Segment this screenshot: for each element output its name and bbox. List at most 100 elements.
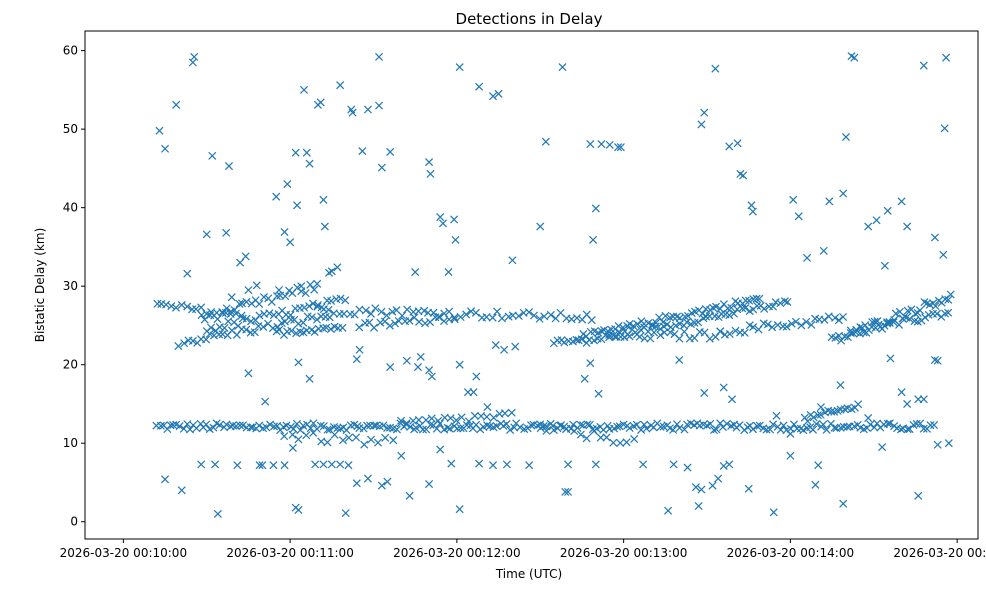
data-point — [749, 322, 758, 332]
data-point — [456, 312, 465, 322]
data-point — [944, 295, 953, 304]
data-point — [861, 321, 870, 330]
data-point — [930, 420, 939, 430]
data-point — [883, 206, 892, 215]
data-point — [797, 321, 806, 330]
data-point — [421, 319, 430, 328]
data-point — [235, 421, 244, 430]
data-point — [227, 293, 236, 302]
data-point — [371, 304, 380, 313]
data-point — [642, 424, 651, 433]
data-point — [215, 420, 224, 429]
data-point — [259, 322, 268, 332]
data-point — [436, 445, 445, 454]
data-point — [434, 416, 443, 425]
data-point — [427, 414, 436, 423]
data-point — [302, 148, 311, 157]
data-point — [177, 486, 186, 495]
data-point — [763, 320, 772, 329]
data-point — [883, 419, 892, 428]
x-tick-label: 2026-03-20 00:13:00 — [560, 546, 687, 560]
data-point — [694, 501, 703, 511]
data-point — [402, 356, 411, 365]
data-point — [776, 299, 785, 308]
x-tick-label: 2026-03-20 00:12:00 — [393, 546, 520, 560]
data-point — [450, 315, 459, 324]
data-point — [341, 296, 350, 305]
data-point — [859, 328, 868, 337]
data-point — [540, 312, 549, 321]
data-point — [255, 311, 264, 320]
data-point — [294, 358, 303, 367]
data-point — [691, 483, 700, 492]
data-point — [305, 159, 314, 168]
data-point — [511, 342, 520, 351]
data-point — [492, 422, 501, 431]
data-point — [716, 327, 725, 336]
data-point — [656, 422, 665, 431]
data-point — [403, 305, 412, 314]
data-point — [502, 460, 511, 469]
data-point — [483, 421, 492, 430]
data-point — [663, 320, 672, 329]
data-point — [811, 480, 820, 489]
y-axis: 0 10 20 30 40 50 60 — [63, 44, 85, 529]
data-point — [946, 290, 955, 299]
data-point — [609, 438, 618, 447]
data-point — [664, 506, 673, 515]
data-point — [680, 312, 690, 321]
data-point — [903, 425, 912, 434]
data-point — [220, 323, 229, 332]
data-point — [500, 409, 509, 418]
data-point — [222, 304, 231, 313]
data-point — [363, 421, 372, 430]
data-point — [725, 142, 734, 151]
data-point — [769, 420, 778, 429]
data-point — [733, 305, 742, 314]
data-point — [709, 426, 718, 435]
data-point — [572, 313, 581, 323]
data-point — [741, 304, 750, 313]
data-point — [261, 397, 270, 406]
data-point — [241, 252, 250, 261]
data-point — [793, 424, 802, 433]
data-point — [392, 425, 401, 434]
data-point — [438, 219, 448, 228]
data-point — [252, 281, 261, 290]
data-point — [283, 180, 292, 189]
data-point — [843, 333, 852, 342]
data-point — [202, 335, 211, 344]
data-point — [161, 144, 170, 153]
data-point — [716, 419, 725, 428]
data-point — [386, 363, 395, 372]
data-point — [556, 421, 565, 430]
data-point — [497, 314, 506, 323]
data-point — [942, 53, 951, 62]
data-point — [311, 460, 320, 469]
data-point — [413, 363, 422, 372]
data-point — [602, 433, 611, 442]
data-point — [582, 434, 591, 443]
data-point — [363, 105, 372, 114]
data-point — [402, 419, 411, 428]
data-point — [322, 323, 331, 332]
data-point — [903, 399, 912, 408]
data-point — [338, 436, 348, 445]
data-point — [266, 420, 275, 429]
data-point — [897, 197, 906, 206]
data-point — [831, 313, 840, 322]
data-point — [411, 268, 420, 277]
data-point — [427, 372, 436, 381]
data-point — [369, 323, 379, 332]
data-point — [941, 295, 950, 304]
data-point — [420, 306, 429, 315]
data-point — [524, 308, 533, 317]
data-point — [309, 419, 318, 428]
data-point — [714, 474, 723, 483]
data-point — [854, 400, 863, 409]
data-point — [291, 148, 300, 157]
data-point — [455, 360, 464, 369]
data-point — [500, 345, 509, 354]
data-point — [302, 431, 311, 440]
data-point — [749, 295, 758, 304]
